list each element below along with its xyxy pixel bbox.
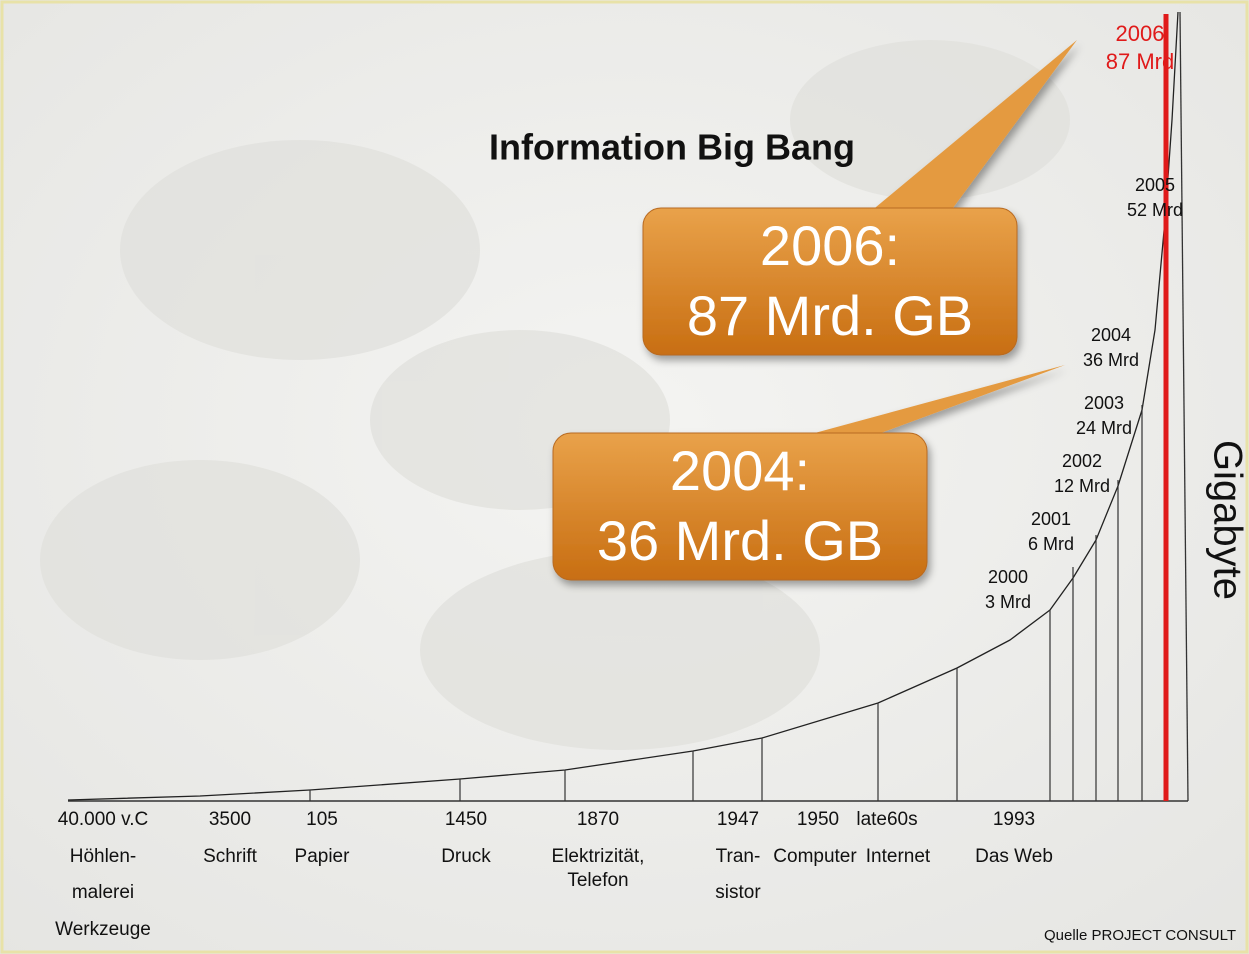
data-year: 2004 [1091,325,1131,345]
data-amount: 24 Mrd [1076,418,1132,438]
milestone-year: 40.000 v.C [58,809,148,830]
milestone-label: sistor [715,882,761,903]
data-amount: 12 Mrd [1054,476,1110,496]
title: Information Big Bang [489,127,855,168]
data-amount: 36 Mrd [1083,350,1139,370]
data-year: 2006 [1116,21,1165,46]
milestone-label: Papier [295,846,351,867]
milestone-year: 1870 [577,809,619,830]
milestone-label: Telefon [567,870,628,891]
milestone-year: 1947 [717,809,759,830]
data-year: 2003 [1084,393,1124,413]
data-year: 2002 [1062,451,1102,471]
data-amount: 6 Mrd [1028,534,1074,554]
page: Information Big Bang 40.000 v.C Höhlen-ma… [0,0,1249,954]
milestone-label: Internet [866,846,931,867]
milestone-label: Druck [441,846,491,867]
milestone-label: Werkzeuge [55,919,151,940]
callout-line: 87 Mrd. GB [687,284,973,347]
milestone-label: Das Web [975,846,1053,867]
data-amount: 3 Mrd [985,592,1031,612]
milestone-year: 105 [306,809,338,830]
milestone-year: 1950 [797,809,839,830]
milestone-year: 1993 [993,809,1035,830]
callout-line: 2006: [760,214,900,277]
callout-line: 36 Mrd. GB [597,509,883,572]
milestone-label: Tran- [716,846,761,867]
milestone-year: late60s [856,809,917,830]
data-year: 2001 [1031,509,1071,529]
milestone-year: 3500 [209,809,251,830]
source: Quelle PROJECT CONSULT [1044,927,1236,944]
data-year: 2000 [988,567,1028,587]
milestone-label: Höhlen- [70,846,137,867]
data-amount: 52 Mrd [1127,200,1183,220]
milestone-label: malerei [72,882,134,903]
axis-label: Gigabyte [1205,440,1249,600]
milestone-year: 1450 [445,809,487,830]
milestone-label: Elektrizität, [552,846,645,867]
milestone-label: Computer [773,846,857,867]
slide: Information Big Bang 40.000 v.C Höhlen-ma… [0,0,1249,954]
data-year: 2005 [1135,175,1175,195]
data-amount: 87 Mrd [1106,49,1174,74]
callout-line: 2004: [670,439,810,502]
milestone-label: Schrift [203,846,258,867]
